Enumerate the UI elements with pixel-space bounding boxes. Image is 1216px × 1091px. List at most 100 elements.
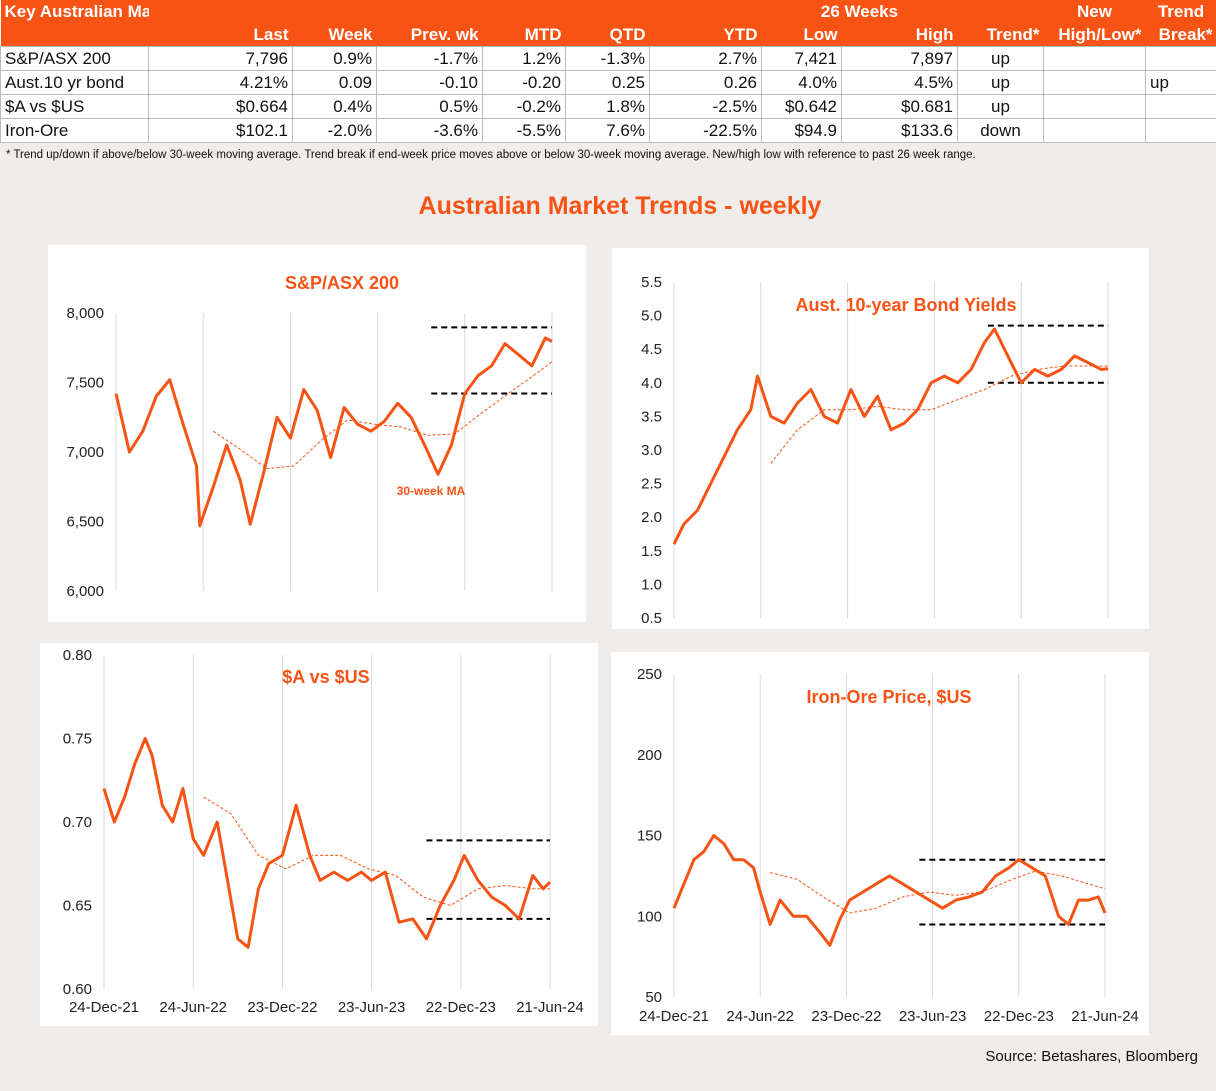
- cell-prev-wk: -3.6%: [376, 118, 483, 143]
- cell-high: 7,897: [840, 46, 959, 71]
- x-tick-label: 23-Dec-22: [811, 1008, 881, 1025]
- header-break: Break*: [1145, 23, 1216, 47]
- y-tick-label: 0.70: [63, 814, 92, 831]
- table-row: Iron-Ore $102.1 -2.0% -3.6% -5.5% 7.6% -…: [0, 118, 1216, 143]
- table-row: Aust.10 yr bond 4.21% 0.09 -0.10 -0.20 0…: [0, 70, 1216, 95]
- cell-high: 4.5%: [840, 70, 959, 95]
- cell-mtd: 1.2%: [482, 46, 566, 71]
- cell-trend-break: [1145, 46, 1216, 71]
- header-qtd: QTD: [565, 23, 650, 47]
- y-tick-label: 5.0: [641, 308, 662, 325]
- x-tick-label: 24-Dec-21: [69, 999, 139, 1016]
- chart-aud-svg: 0.60 0.65 0.70 0.75 0.80 24-Dec-21 24-Jun-22 23…: [63, 647, 584, 1016]
- cell-trend: up: [957, 70, 1045, 95]
- section-title: Australian Market Trends - weekly: [418, 192, 822, 220]
- moving-average-line: [213, 361, 553, 470]
- y-tick-label: 50: [645, 989, 662, 1006]
- cell-new-high-low: [1043, 94, 1147, 119]
- cell-low: $94.9: [761, 118, 842, 143]
- y-tick-label: 8,000: [66, 305, 104, 322]
- moving-average-line: [769, 870, 1106, 914]
- chart-iron: 50 100 150 200 250 24-Dec-21 24-Jun-22 23-Dec-2…: [611, 652, 1149, 1035]
- table-title: Key Australian Markets: [0, 0, 149, 23]
- price-line: [102, 737, 552, 949]
- cell-mtd: -5.5%: [482, 118, 566, 143]
- header-26-weeks: 26 Weeks: [761, 0, 958, 23]
- x-tick-label: 21-Jun-24: [1071, 1008, 1139, 1025]
- header-high-low: High/Low*: [1043, 23, 1146, 47]
- y-tick-label: 0.75: [63, 731, 92, 748]
- cell-low: 4.0%: [761, 70, 842, 95]
- y-tick-label: 3.5: [641, 408, 662, 425]
- header-prev-wk: Prev. wk: [376, 23, 483, 47]
- market-table: Key Australian Markets 26 Weeks New Tren…: [0, 0, 1216, 143]
- x-tick-label: 22-Dec-23: [426, 999, 496, 1016]
- table-header: Last Week Prev. wk MTD QTD YTD Low High …: [0, 23, 1216, 47]
- y-tick-label: 5.5: [641, 274, 662, 291]
- header-high: High: [841, 23, 958, 47]
- chart-title: $A vs $US: [282, 667, 369, 687]
- header-mtd: MTD: [482, 23, 566, 47]
- y-tick-label: 0.5: [641, 610, 662, 627]
- y-tick-label: 0.80: [63, 647, 92, 664]
- chart-bond: 0.5 1.0 1.5 2.0 2.5 3.0 3.5 4.0 4.5 5.0 5.5 Aust. 1…: [612, 248, 1149, 629]
- chart-iron-svg: 50 100 150 200 250 24-Dec-21 24-Jun-22 23-Dec-2…: [637, 666, 1139, 1025]
- y-tick-label: 6,500: [66, 514, 104, 531]
- cell-ytd: 2.7%: [649, 46, 762, 71]
- chart-bond-svg: 0.5 1.0 1.5 2.0 2.5 3.0 3.5 4.0 4.5 5.0 5.5 Aust. 1…: [641, 274, 1109, 627]
- cell-low: $0.642: [761, 94, 842, 119]
- table-header-top: Key Australian Markets 26 Weeks New Tren…: [0, 0, 1216, 23]
- y-tick-label: 2.0: [641, 509, 662, 526]
- cell-last: $0.664: [148, 94, 293, 119]
- cell-trend-break: [1145, 94, 1216, 119]
- cell-mtd: -0.2%: [482, 94, 566, 119]
- cell-last: $102.1: [148, 118, 293, 143]
- cell-week: 0.9%: [292, 46, 377, 71]
- y-tick-label: 2.5: [641, 476, 662, 493]
- cell-trend: up: [957, 94, 1045, 119]
- y-tick-label: 4.5: [641, 341, 662, 358]
- ma-annotation: 30-week MA: [397, 484, 466, 498]
- cell-qtd: 7.6%: [565, 118, 650, 143]
- cell-trend: down: [957, 118, 1045, 143]
- cell-last: 7,796: [148, 46, 293, 71]
- cell-new-high-low: [1043, 46, 1147, 71]
- row-label: Aust.10 yr bond: [0, 70, 149, 95]
- y-tick-label: 150: [637, 828, 662, 845]
- y-tick-label: 200: [637, 747, 662, 764]
- cell-high: $0.681: [840, 94, 959, 119]
- cell-qtd: 1.8%: [565, 94, 650, 119]
- y-tick-label: 0.60: [63, 981, 92, 998]
- cell-trend-break: up: [1145, 70, 1216, 95]
- moving-average-line: [770, 365, 1108, 464]
- cell-prev-wk: -1.7%: [376, 46, 483, 71]
- y-tick-label: 1.0: [641, 576, 662, 593]
- cell-week: -2.0%: [292, 118, 377, 143]
- cell-qtd: 0.25: [565, 70, 650, 95]
- x-tick-label: 24-Jun-22: [726, 1008, 794, 1025]
- cell-mtd: -0.20: [482, 70, 566, 95]
- cell-prev-wk: -0.10: [376, 70, 483, 95]
- chart-asx-svg: 6,000 6,500 7,000 7,500 8,000 S&P/ASX 200 30-w…: [66, 273, 553, 600]
- x-tick-label: 21-Jun-24: [516, 999, 584, 1016]
- cell-high: $133.6: [840, 118, 959, 143]
- chart-title: S&P/ASX 200: [285, 273, 399, 293]
- cell-trend-break: [1145, 118, 1216, 143]
- y-tick-label: 1.5: [641, 543, 662, 560]
- chart-asx: 6,000 6,500 7,000 7,500 8,000 S&P/ASX 200 30-w…: [48, 245, 586, 622]
- cell-low: 7,421: [761, 46, 842, 71]
- price-line: [672, 834, 1107, 947]
- x-tick-label: 24-Jun-22: [159, 999, 227, 1016]
- header-low: Low: [761, 23, 842, 47]
- price-line: [672, 327, 1109, 545]
- moving-average-line: [203, 796, 550, 907]
- cell-ytd: 0.26: [649, 70, 762, 95]
- cell-trend: up: [957, 46, 1045, 71]
- cell-qtd: -1.3%: [565, 46, 650, 71]
- x-tick-label: 24-Dec-21: [639, 1008, 709, 1025]
- y-tick-label: 4.0: [641, 375, 662, 392]
- chart-title: Iron-Ore Price, $US: [806, 687, 971, 707]
- chart-aud: 0.60 0.65 0.70 0.75 0.80 24-Dec-21 24-Jun-22 23…: [40, 643, 598, 1026]
- row-label: S&P/ASX 200: [0, 46, 149, 71]
- header-ytd: YTD: [649, 23, 762, 47]
